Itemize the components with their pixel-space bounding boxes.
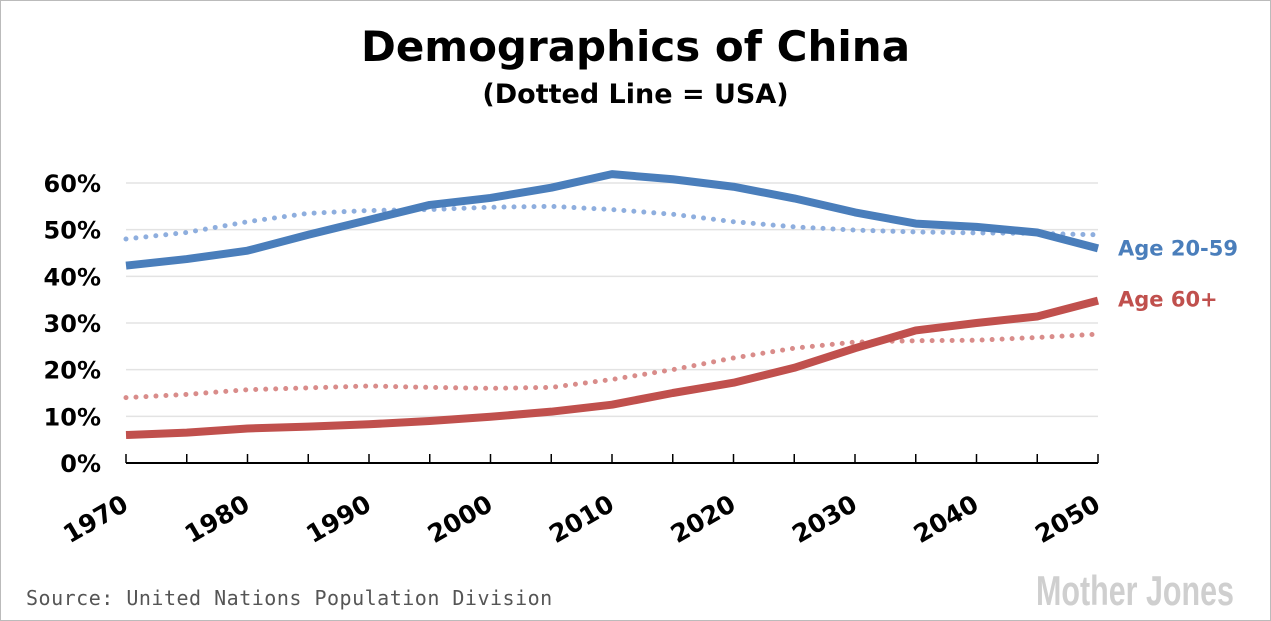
y-tick-label: 20% — [44, 357, 101, 385]
series-label: Age 20-59 — [1118, 236, 1238, 260]
y-tick-label: 10% — [44, 403, 101, 431]
source-note: Source: United Nations Population Divisi… — [26, 586, 553, 610]
x-tick-label: 2030 — [787, 489, 862, 549]
y-tick-label: 0% — [60, 450, 101, 478]
x-tick-label: 1980 — [180, 489, 255, 549]
x-tick-label: 2020 — [666, 489, 741, 549]
x-tick-label: 1970 — [58, 489, 133, 549]
x-tick-label: 2000 — [423, 489, 498, 549]
y-tick-label: 40% — [44, 263, 101, 291]
y-tick-label: 50% — [44, 217, 101, 245]
china-age-20-59-line — [125, 170, 1100, 270]
x-tick-label: 2040 — [909, 489, 984, 549]
usa-age-20-59-line — [123, 203, 1101, 242]
x-tick-label: 1990 — [301, 489, 376, 549]
series-label: Age 60+ — [1118, 288, 1218, 312]
china-age-60-plus-line — [125, 296, 1100, 439]
usa-age-60-plus-line — [123, 331, 1101, 401]
mother-jones-logo: Mother Jones — [1036, 567, 1234, 614]
y-tick-label: 60% — [44, 170, 101, 198]
y-tick-label: 30% — [44, 310, 101, 338]
chart-subtitle: (Dotted Line = USA) — [482, 79, 789, 110]
x-tick-label: 2010 — [544, 489, 619, 549]
chart-title: Demographics of China — [360, 22, 911, 71]
x-tick-label: 2050 — [1030, 489, 1105, 549]
